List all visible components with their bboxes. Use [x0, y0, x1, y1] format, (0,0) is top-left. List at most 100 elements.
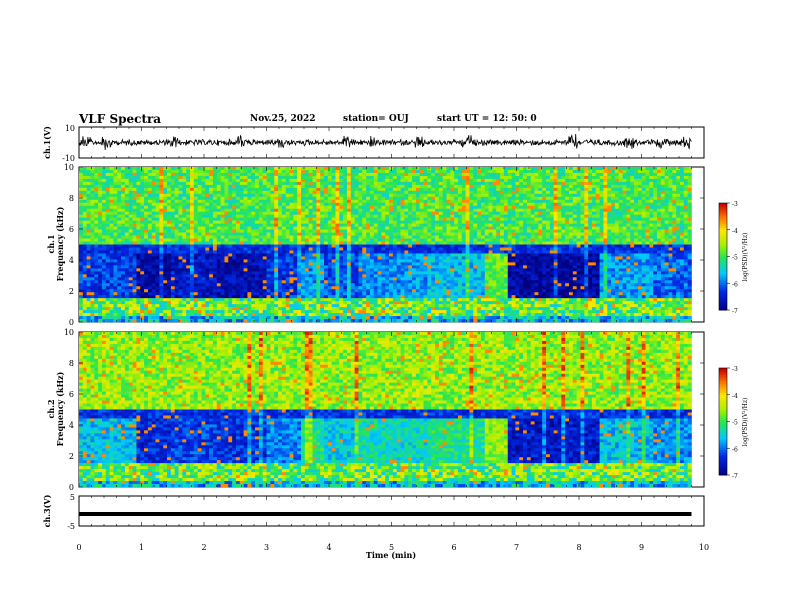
spectrogram-cell: [90, 310, 95, 314]
spectrogram-cell: [243, 241, 248, 245]
spectrogram-cell: [98, 187, 103, 192]
spectrogram-cell: [312, 283, 317, 287]
spectrogram-cell: [121, 265, 126, 269]
spectrogram-cell: [94, 214, 99, 218]
spectrogram-cell: [193, 253, 198, 257]
spectrogram-cell: [243, 268, 248, 272]
spectrogram-cell: [121, 187, 126, 192]
spectrogram-cell: [247, 217, 252, 221]
spectrogram-cell: [144, 178, 149, 183]
spectrogram-cell: [94, 217, 99, 221]
spectrogram-cell: [350, 208, 355, 213]
spectrogram-cell: [408, 208, 413, 213]
spectrogram-cell: [212, 190, 218, 195]
spectrogram-cell: [278, 295, 283, 299]
spectrogram-cell: [350, 250, 355, 254]
spectrogram-cell: [431, 277, 436, 281]
spectrogram-cell: [121, 262, 126, 266]
spectrogram-cell: [182, 301, 187, 305]
spectrogram-cell: [251, 217, 256, 221]
spectrogram-cell: [324, 256, 329, 260]
spectrogram-cell: [128, 265, 133, 269]
spectrogram-cell: [366, 232, 371, 236]
spectrogram-cell: [301, 217, 306, 221]
spectrogram-cell: [366, 205, 371, 210]
spectrogram-cell: [404, 319, 409, 323]
spectrogram-cell: [235, 268, 241, 272]
spectrogram-cell: [128, 295, 133, 299]
spectrogram-cell: [324, 220, 329, 224]
spectrogram-cell: [124, 319, 130, 323]
spectrogram-cell: [281, 262, 287, 266]
spectrogram-cell: [293, 199, 298, 204]
spectrogram-cell: [132, 274, 137, 278]
spectrogram-cell: [301, 169, 306, 174]
spectrogram-cell: [151, 208, 156, 213]
spectrogram-cell: [193, 313, 198, 317]
spectrogram-cell: [224, 193, 229, 198]
spectrogram-cell: [324, 316, 329, 320]
spectrogram-cell: [385, 172, 390, 177]
spectrogram-cell: [423, 262, 428, 266]
spectrogram-cell: [408, 181, 413, 186]
spectrogram-cell: [327, 232, 332, 236]
spectrogram-cell: [113, 217, 118, 221]
spectrogram-cell: [216, 289, 221, 293]
spectrogram-cell: [182, 319, 187, 323]
spectrogram-cell: [113, 301, 118, 305]
spectrogram-cell: [343, 256, 348, 260]
spectrogram-cell: [163, 277, 168, 281]
spectrogram-cell: [197, 199, 202, 204]
spectrogram-cell: [419, 208, 424, 213]
spectrogram-cell: [366, 172, 371, 177]
spectrogram-cell: [105, 283, 110, 287]
spectrogram-cell: [285, 250, 290, 254]
spectrogram-cell: [101, 181, 107, 186]
spectrogram-cell: [243, 295, 248, 299]
spectrogram-cell: [442, 199, 447, 204]
spectrogram-cell: [243, 301, 248, 305]
spectrogram-cell: [124, 310, 130, 314]
spectrogram-cell: [293, 208, 298, 213]
spectrogram-cell: [396, 181, 401, 186]
spectrogram-cell: [270, 223, 275, 227]
spectrogram-cell: [431, 250, 436, 254]
spectrogram-cell: [381, 262, 386, 266]
spectrogram-cell: [293, 205, 298, 210]
spectrogram-cell: [274, 265, 279, 269]
spectrogram-cell: [190, 259, 195, 263]
spectrogram-cell: [155, 229, 160, 233]
spectrogram-cell: [90, 167, 95, 171]
spectrogram-cell: [366, 223, 371, 227]
spectrogram-cell: [90, 262, 95, 266]
spectrogram-cell: [270, 238, 275, 242]
spectrogram-cell: [251, 199, 256, 204]
spectrogram-cell: [140, 271, 145, 275]
spectrogram-cell: [193, 196, 198, 201]
spectrogram-cell: [132, 310, 137, 314]
spectrogram-cell: [308, 172, 313, 177]
spectrogram-cell: [224, 187, 229, 192]
spectrogram-cell: [335, 208, 340, 213]
spectrogram-cell: [220, 271, 225, 275]
spectrogram-cell: [201, 223, 206, 227]
spectrogram-cell: [281, 175, 287, 180]
spectrogram-cell: [220, 229, 225, 233]
spectrogram-cell: [128, 202, 133, 207]
spectrogram-cell: [381, 181, 386, 186]
spectrogram-cell: [389, 292, 394, 296]
spectrogram-cell: [331, 298, 336, 302]
spectrogram-cell: [346, 175, 352, 180]
spectrogram-cell: [258, 167, 264, 171]
spectrogram-cell: [297, 175, 302, 180]
spectrogram-cell: [182, 250, 187, 254]
spectrogram-cell: [136, 187, 141, 192]
spectrogram-cell: [101, 268, 107, 272]
spectrogram-cell: [431, 181, 436, 186]
spectrogram-cell: [209, 247, 214, 251]
spectrogram-cell: [228, 244, 233, 248]
spectrogram-cell: [247, 295, 252, 299]
spectrogram-cell: [335, 256, 340, 260]
spectrogram-cell: [389, 286, 394, 290]
spectrogram-cell: [423, 178, 428, 183]
